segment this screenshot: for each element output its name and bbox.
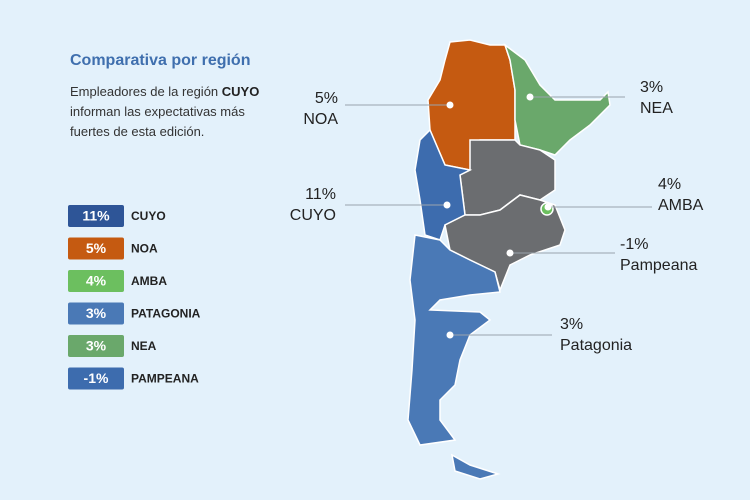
- legend-label: NOA: [131, 242, 158, 256]
- legend-label: PAMPEANA: [131, 372, 199, 386]
- callout-dot: [526, 93, 534, 101]
- callout-label: Patagonia: [560, 337, 632, 354]
- description-text: informan las expectativas más fuertes de…: [70, 104, 245, 139]
- callout-value: 3%: [560, 316, 583, 333]
- legend-value: -1%: [84, 370, 109, 386]
- callout-label: Pampeana: [620, 257, 697, 274]
- legend-badge: [68, 270, 124, 292]
- callout-dot: [544, 203, 552, 211]
- callout-label: AMBA: [658, 197, 704, 214]
- legend-label: CUYO: [131, 209, 166, 223]
- title: Comparativa por región: [70, 52, 251, 69]
- legend-value: 5%: [86, 240, 107, 256]
- legend-badge: [68, 335, 124, 357]
- callout-value: 11%: [305, 186, 336, 203]
- callout-value: 3%: [640, 79, 663, 96]
- callout-dot: [446, 331, 454, 339]
- callout-dot: [446, 101, 454, 109]
- region-cuyo: [414, 128, 473, 241]
- callout-label: NOA: [303, 111, 338, 128]
- legend-value: 3%: [86, 305, 107, 321]
- legend-value: 4%: [86, 273, 107, 289]
- legend-label: AMBA: [131, 274, 167, 288]
- callout-value: 5%: [315, 90, 338, 107]
- region-tierra-del-fuego: [450, 453, 501, 480]
- callout-value: -1%: [620, 236, 648, 253]
- callout-dot: [443, 201, 451, 209]
- callout-label: CUYO: [290, 207, 336, 224]
- legend-badge: [68, 205, 124, 227]
- legend-badge: [68, 302, 124, 325]
- legend-value: 11%: [82, 208, 110, 224]
- legend-label: PATAGONIA: [131, 307, 201, 321]
- callout-value: 4%: [658, 176, 681, 193]
- region-nea: [503, 42, 611, 156]
- description: Empleadores de la región CUYO informan l…: [70, 82, 285, 142]
- legend-badge: [68, 237, 124, 260]
- description-highlight: CUYO: [221, 84, 260, 99]
- description-text: Empleadores de la región: [70, 84, 219, 99]
- legend-value: 3%: [86, 338, 107, 354]
- legend-label: NEA: [131, 339, 157, 353]
- legend-badge: [68, 367, 124, 390]
- map: [407, 39, 611, 480]
- callout-dot: [506, 249, 514, 257]
- callout-label: NEA: [640, 100, 673, 117]
